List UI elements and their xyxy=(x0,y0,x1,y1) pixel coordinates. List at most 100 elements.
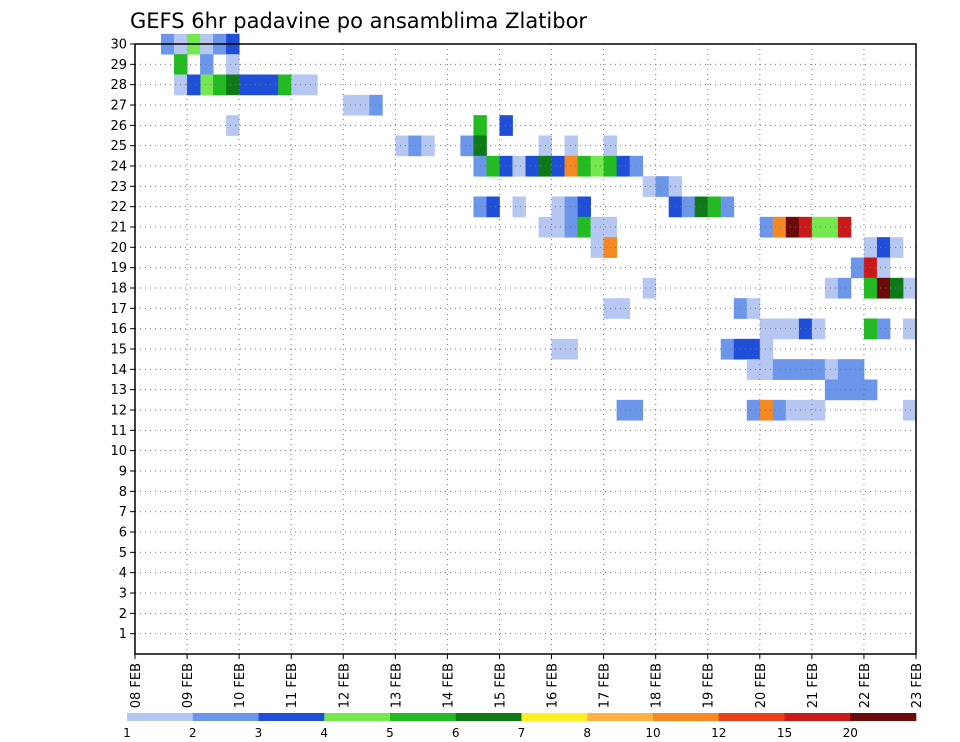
heatmap-cell xyxy=(395,135,409,157)
heatmap-cell xyxy=(512,196,526,218)
heatmap-cell xyxy=(694,196,709,218)
y-tick-label: 26 xyxy=(110,119,127,134)
heatmap-cell xyxy=(772,318,787,340)
heatmap-cell xyxy=(785,359,800,380)
x-tick-label: 15 FEB xyxy=(493,663,508,708)
heatmap-cell xyxy=(590,216,604,238)
heatmap-cell xyxy=(226,115,240,136)
heatmap-cell xyxy=(811,216,826,238)
heatmap-cell xyxy=(499,155,513,177)
heatmap-cell xyxy=(837,216,852,238)
heatmap-cell xyxy=(226,74,240,96)
colorbar-label: 1 xyxy=(123,726,131,740)
colorbar-label: 3 xyxy=(255,726,263,740)
heatmap-cell xyxy=(772,399,787,421)
heatmap-cell xyxy=(772,359,787,380)
x-tick-label: 20 FEB xyxy=(754,663,769,708)
heatmap-cell xyxy=(590,237,604,258)
y-tick-label: 1 xyxy=(119,627,127,642)
heatmap-cell xyxy=(564,135,578,157)
heatmap-cell xyxy=(850,359,865,380)
heatmap-cell xyxy=(785,318,800,340)
y-tick-label: 21 xyxy=(110,221,127,236)
heatmap-cell xyxy=(486,196,500,218)
heatmap-cell xyxy=(551,216,565,238)
colorbar-label: 5 xyxy=(386,726,394,740)
colorbar-swatch xyxy=(850,713,917,721)
x-tick-label: 09 FEB xyxy=(181,663,196,708)
heatmap-cell xyxy=(187,74,201,96)
colorbar-swatch xyxy=(455,713,522,721)
colorbar-label: 10 xyxy=(645,726,660,740)
heatmap-cell xyxy=(720,196,735,218)
y-tick-label: 18 xyxy=(110,282,127,297)
y-tick-label: 15 xyxy=(110,343,127,358)
heatmap-cell xyxy=(655,176,670,197)
heatmap-cell xyxy=(551,338,565,360)
heatmap-cell xyxy=(616,298,631,319)
heatmap-cell xyxy=(265,74,279,96)
colorbar-swatch xyxy=(390,713,457,721)
heatmap-cell xyxy=(837,359,852,380)
heatmap-cell xyxy=(902,318,917,340)
x-tick-label: 19 FEB xyxy=(702,663,717,708)
x-tick-label: 21 FEB xyxy=(806,663,821,708)
heatmap-cell xyxy=(590,155,604,177)
colorbar-label: 12 xyxy=(711,726,726,740)
heatmap-cell xyxy=(200,54,214,75)
heatmap-cell xyxy=(551,196,565,218)
y-tick-label: 19 xyxy=(110,261,127,276)
x-axis: 08 FEB 09 FEB 10 FEB 11 FEB 12 FEB 13 FEB 14 F… xyxy=(129,654,925,708)
heatmap-cell xyxy=(824,359,839,380)
y-tick-label: 12 xyxy=(110,404,127,419)
heatmap-cell xyxy=(564,216,578,238)
x-tick-label: 13 FEB xyxy=(389,663,404,708)
heatmap-cell xyxy=(616,399,631,421)
heatmap-cell xyxy=(772,216,787,238)
heatmap-cell xyxy=(876,257,891,279)
y-tick-label: 20 xyxy=(110,241,127,256)
heatmap-cell xyxy=(759,399,774,421)
y-tick-label: 25 xyxy=(110,139,127,154)
heatmap-cell xyxy=(369,94,383,116)
y-tick-label: 2 xyxy=(119,607,127,622)
heatmap-cell xyxy=(642,277,657,299)
y-tick-label: 13 xyxy=(110,383,127,398)
y-tick-label: 27 xyxy=(110,99,127,114)
heatmap-cell xyxy=(460,135,474,157)
y-tick-label: 7 xyxy=(119,505,127,520)
colorbar-label: 2 xyxy=(189,726,197,740)
y-axis: 1234567891011121314151617181920212223242… xyxy=(110,38,135,642)
heatmap-cell xyxy=(616,155,631,177)
heatmap-cell xyxy=(226,54,240,75)
heatmap-cell xyxy=(837,277,852,299)
y-tick-label: 6 xyxy=(119,526,127,541)
colorbar-label: 15 xyxy=(777,726,792,740)
colorbar-swatch xyxy=(784,713,851,721)
x-tick-label: 14 FEB xyxy=(441,663,456,708)
y-tick-label: 28 xyxy=(110,78,127,93)
colorbar-label: 8 xyxy=(583,726,591,740)
heatmap-cell xyxy=(213,74,227,96)
heatmap-cell xyxy=(564,338,578,360)
x-tick-label: 18 FEB xyxy=(650,663,665,708)
heatmap-cell xyxy=(759,359,774,380)
y-tick-label: 14 xyxy=(110,363,127,378)
chart-title: GEFS 6hr padavine po ansamblima Zlatibor xyxy=(130,9,587,33)
x-tick-label: 22 FEB xyxy=(858,663,873,708)
heatmap-cell xyxy=(499,115,513,136)
x-tick-label: 11 FEB xyxy=(285,663,300,708)
colorbar: 1 2 3 4 5 6 7 8 10 12 15 20 xyxy=(123,713,917,740)
colorbar-swatch xyxy=(653,713,720,721)
heatmap-cell xyxy=(850,257,865,279)
x-tick-label: 08 FEB xyxy=(129,663,144,708)
y-tick-label: 3 xyxy=(119,587,127,602)
heatmap-cells xyxy=(161,33,917,421)
heatmap-cell xyxy=(746,338,761,360)
y-tick-label: 11 xyxy=(110,424,127,439)
y-tick-label: 16 xyxy=(110,322,127,337)
x-tick-label: 16 FEB xyxy=(546,663,561,708)
heatmap-cell xyxy=(564,196,578,218)
y-tick-label: 10 xyxy=(110,444,127,459)
